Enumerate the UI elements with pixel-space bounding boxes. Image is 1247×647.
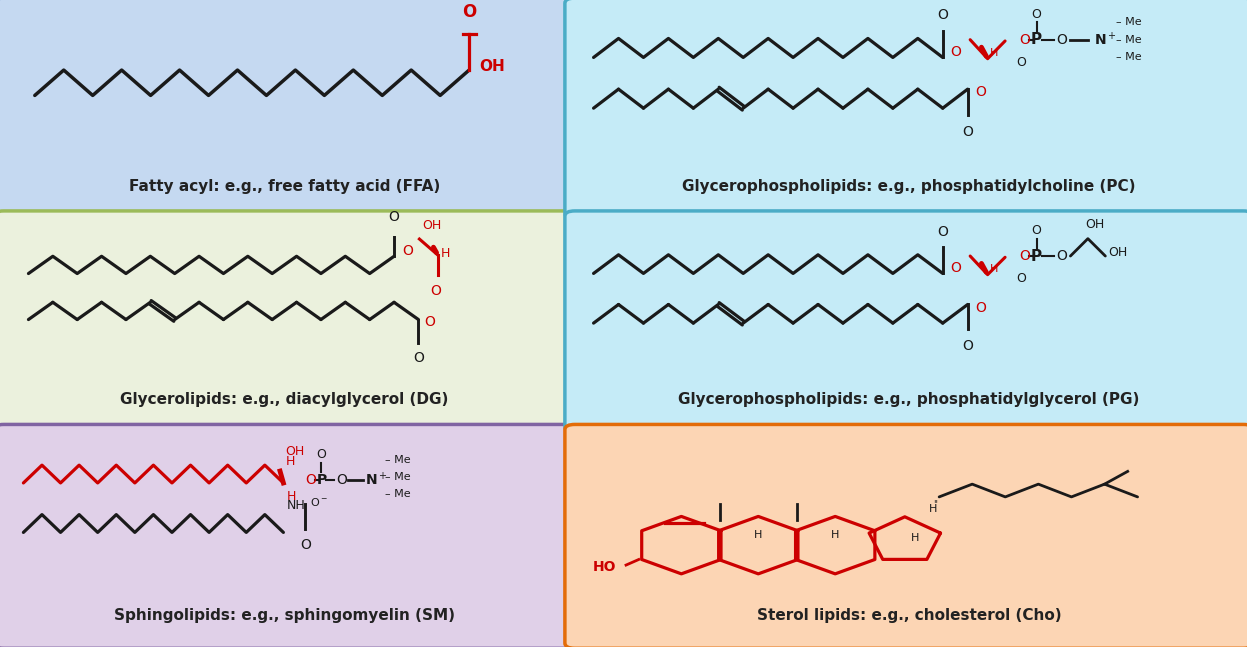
Text: Fatty acyl: e.g., free fatty acid (FFA): Fatty acyl: e.g., free fatty acid (FFA) (128, 179, 440, 194)
Text: OH: OH (286, 445, 304, 458)
Text: H: H (754, 531, 762, 540)
Text: – Me: – Me (384, 454, 410, 465)
Text: O: O (403, 243, 413, 258)
Text: O: O (461, 3, 476, 21)
Text: – Me: – Me (1116, 52, 1142, 63)
Text: – Me: – Me (1116, 17, 1142, 27)
Text: – Me: – Me (384, 472, 410, 481)
Text: Glycerophospholipids: e.g., phosphatidylcholine (PC): Glycerophospholipids: e.g., phosphatidyl… (682, 179, 1136, 194)
Text: Sphingolipids: e.g., sphingomyelin (SM): Sphingolipids: e.g., sphingomyelin (SM) (113, 608, 455, 624)
Text: O: O (306, 473, 317, 487)
Text: O: O (938, 8, 948, 22)
Text: O: O (301, 538, 311, 553)
Text: P: P (1031, 32, 1042, 47)
FancyBboxPatch shape (0, 211, 581, 432)
Text: H: H (287, 490, 296, 503)
Text: O: O (1019, 33, 1030, 47)
Text: Glycerolipids: e.g., diacylglycerol (DG): Glycerolipids: e.g., diacylglycerol (DG) (120, 392, 449, 408)
FancyBboxPatch shape (565, 211, 1247, 432)
Text: O: O (963, 339, 973, 353)
Text: – Me: – Me (384, 488, 410, 499)
Text: O: O (975, 85, 986, 100)
Text: O: O (337, 473, 347, 487)
Text: O$^-$: O$^-$ (311, 496, 328, 508)
Text: O: O (950, 261, 961, 276)
Text: NH: NH (287, 499, 306, 512)
Text: H: H (990, 264, 998, 274)
Text: O: O (389, 210, 399, 224)
Text: O: O (1019, 249, 1030, 263)
Text: O: O (1016, 56, 1026, 69)
Text: OH: OH (479, 59, 505, 74)
Text: P: P (1031, 248, 1042, 263)
Text: O: O (424, 316, 435, 329)
Text: P: P (317, 473, 327, 487)
FancyBboxPatch shape (565, 0, 1247, 219)
Text: H: H (831, 531, 839, 540)
Text: O: O (1056, 249, 1067, 263)
Text: OH: OH (1085, 218, 1105, 231)
Text: OH: OH (421, 219, 441, 232)
Text: OH: OH (1107, 247, 1127, 259)
Text: O: O (1056, 33, 1067, 47)
Text: H: H (912, 533, 919, 543)
Text: O: O (950, 45, 961, 60)
Text: O: O (430, 284, 441, 298)
Text: O: O (1016, 272, 1026, 285)
Text: '': '' (934, 499, 939, 509)
Text: H: H (286, 455, 294, 468)
Text: H: H (929, 503, 936, 514)
Text: O: O (975, 301, 986, 314)
Text: O: O (1031, 225, 1041, 237)
Text: N$^+$: N$^+$ (365, 471, 388, 488)
Text: H: H (440, 248, 450, 261)
Text: Glycerophospholipids: e.g., phosphatidylglycerol (PG): Glycerophospholipids: e.g., phosphatidyl… (678, 392, 1140, 408)
Text: O: O (317, 448, 327, 461)
Text: O: O (413, 351, 424, 365)
FancyBboxPatch shape (565, 424, 1247, 647)
Text: O: O (1031, 8, 1041, 21)
Text: Sterol lipids: e.g., cholesterol (Cho): Sterol lipids: e.g., cholesterol (Cho) (757, 608, 1061, 624)
Text: – Me: – Me (1116, 35, 1142, 45)
Text: O: O (963, 125, 973, 138)
FancyBboxPatch shape (0, 424, 581, 647)
Text: HO: HO (594, 560, 616, 574)
Text: N$^+$: N$^+$ (1094, 31, 1116, 49)
FancyBboxPatch shape (0, 0, 581, 219)
Text: H: H (990, 48, 998, 58)
Text: O: O (938, 225, 948, 239)
